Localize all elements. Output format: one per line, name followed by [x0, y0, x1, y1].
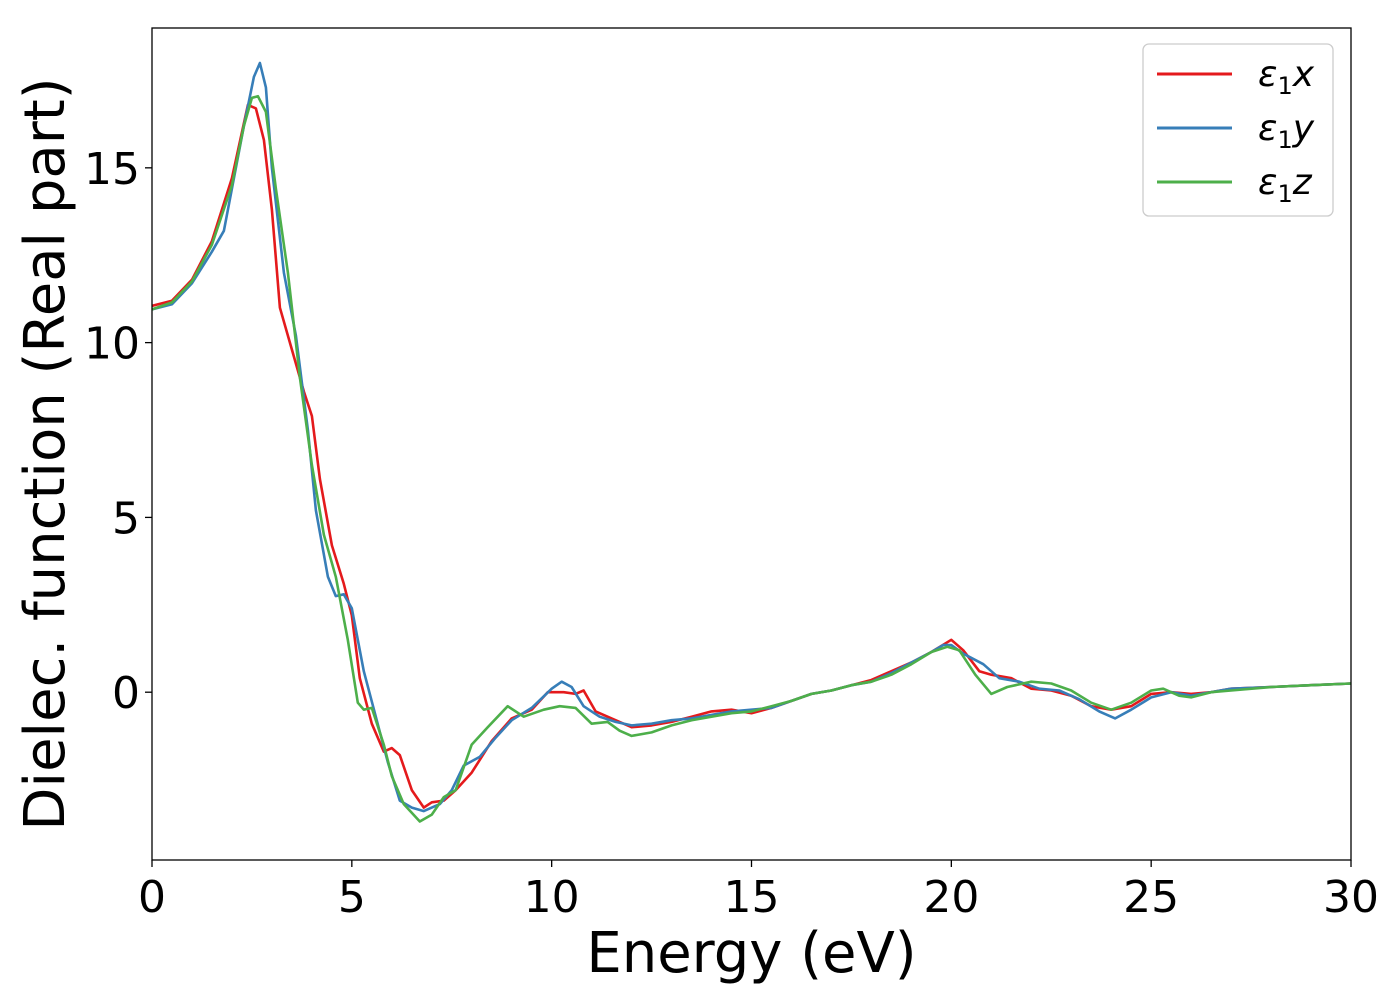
- legend-box: [1142, 43, 1334, 217]
- series-layer: [152, 61, 1351, 823]
- legend-label-y: ε1y: [1258, 108, 1315, 154]
- x-axis-ticks: 0 5 10 15 20 25 30: [138, 860, 1379, 923]
- legend-label-z: ε1z: [1258, 162, 1313, 208]
- x-tick-label: 30: [1323, 872, 1379, 923]
- y-axis-title: Dielec. function (Real part): [13, 77, 78, 830]
- x-tick-label: 20: [923, 872, 979, 923]
- x-tick-label: 25: [1123, 872, 1179, 923]
- series-line-z: [152, 94, 1351, 823]
- x-tick-label: 0: [138, 872, 166, 923]
- x-tick-label: 10: [524, 872, 580, 923]
- x-tick-label: 5: [338, 872, 366, 923]
- y-tick-label: 5: [112, 493, 140, 544]
- legend: ε1x ε1y ε1z: [1142, 43, 1334, 217]
- y-tick-label: 15: [84, 144, 140, 195]
- y-axis-ticks: 0 5 10 15: [84, 144, 152, 719]
- x-axis-title: Energy (eV): [586, 921, 916, 986]
- x-tick-label: 15: [724, 872, 780, 923]
- y-tick-label: 0: [112, 668, 140, 719]
- legend-label-x: ε1x: [1258, 54, 1315, 100]
- y-tick-label: 10: [84, 319, 140, 370]
